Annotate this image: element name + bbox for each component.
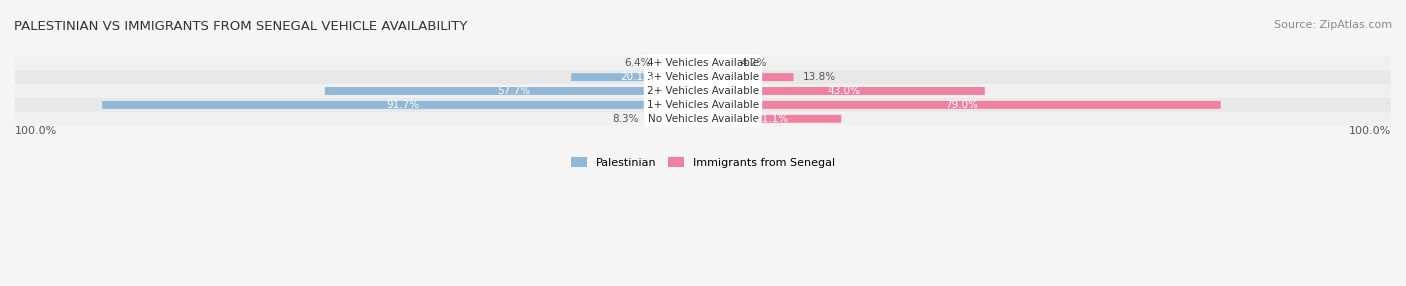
FancyBboxPatch shape — [703, 59, 731, 67]
Text: No Vehicles Available: No Vehicles Available — [648, 114, 758, 124]
Legend: Palestinian, Immigrants from Senegal: Palestinian, Immigrants from Senegal — [571, 157, 835, 168]
Text: 21.1%: 21.1% — [755, 114, 789, 124]
Text: PALESTINIAN VS IMMIGRANTS FROM SENEGAL VEHICLE AVAILABILITY: PALESTINIAN VS IMMIGRANTS FROM SENEGAL V… — [14, 20, 467, 33]
FancyBboxPatch shape — [15, 84, 1391, 98]
Text: 3+ Vehicles Available: 3+ Vehicles Available — [647, 72, 759, 82]
Text: 100.0%: 100.0% — [1348, 126, 1391, 136]
Text: 13.8%: 13.8% — [803, 72, 837, 82]
Text: 8.3%: 8.3% — [612, 114, 638, 124]
Text: 100.0%: 100.0% — [15, 126, 58, 136]
FancyBboxPatch shape — [15, 98, 1391, 112]
FancyBboxPatch shape — [661, 59, 703, 67]
Text: 43.0%: 43.0% — [827, 86, 860, 96]
FancyBboxPatch shape — [703, 73, 793, 81]
FancyBboxPatch shape — [703, 115, 841, 123]
FancyBboxPatch shape — [15, 70, 1391, 84]
FancyBboxPatch shape — [15, 112, 1391, 126]
Text: 1+ Vehicles Available: 1+ Vehicles Available — [647, 100, 759, 110]
FancyBboxPatch shape — [703, 87, 984, 95]
Text: 91.7%: 91.7% — [387, 100, 419, 110]
Text: 2+ Vehicles Available: 2+ Vehicles Available — [647, 86, 759, 96]
Text: 4+ Vehicles Available: 4+ Vehicles Available — [647, 58, 759, 68]
Text: 6.4%: 6.4% — [624, 58, 651, 68]
FancyBboxPatch shape — [325, 87, 703, 95]
Text: 4.2%: 4.2% — [741, 58, 766, 68]
Text: Source: ZipAtlas.com: Source: ZipAtlas.com — [1274, 20, 1392, 30]
FancyBboxPatch shape — [571, 73, 703, 81]
FancyBboxPatch shape — [648, 115, 703, 123]
FancyBboxPatch shape — [103, 101, 703, 109]
Text: 79.0%: 79.0% — [945, 100, 979, 110]
FancyBboxPatch shape — [15, 56, 1391, 70]
Text: 57.7%: 57.7% — [498, 86, 530, 96]
FancyBboxPatch shape — [703, 101, 1220, 109]
Text: 20.1%: 20.1% — [620, 72, 654, 82]
